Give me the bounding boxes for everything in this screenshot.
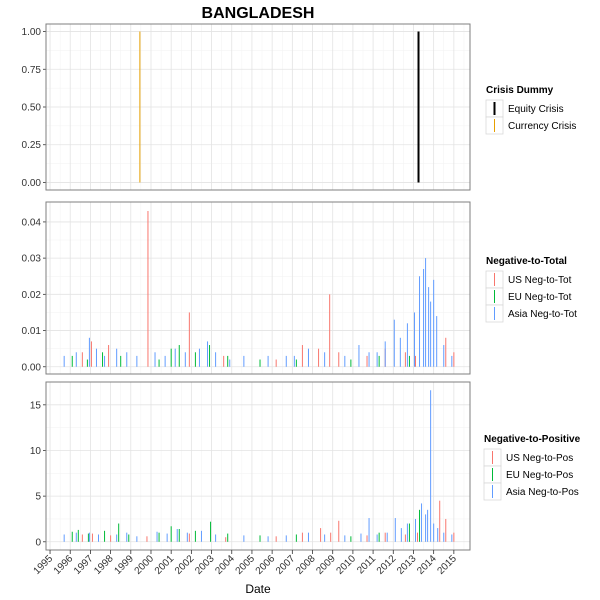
x-tick-label: 2006 — [254, 553, 278, 577]
x-axis: 1995199619971998199920002001200220032004… — [32, 550, 459, 577]
x-tick-label: 2014 — [415, 553, 439, 577]
panel-1: 0.00 0.25 0.50 0.75 1.00 — [22, 23, 471, 191]
x-tick-label: 2008 — [294, 553, 318, 577]
panel-border — [45, 381, 471, 551]
legend-entry: Asia Neg-to-Tot — [508, 309, 577, 320]
panel-background — [46, 382, 470, 550]
x-tick-label: 2011 — [355, 553, 378, 576]
y-tick-label: 0 — [35, 537, 41, 548]
panel-background — [46, 202, 470, 374]
x-tick-label: 1997 — [72, 553, 96, 577]
y-tick-label: 1.00 — [22, 27, 42, 38]
x-tick-label: 1995 — [32, 553, 56, 577]
legend-entry: US Neg-to-Tot — [508, 275, 572, 286]
x-tick-label: 2009 — [314, 553, 338, 577]
chart-legends: Crisis Dummy Equity Crisis Currency Crisis… — [483, 85, 581, 501]
y-tick-label: 5 — [35, 492, 41, 503]
legend-3: Negative-to-Positive US Neg-to-Pos EU Neg-… — [483, 434, 581, 501]
panel-border — [45, 23, 471, 191]
x-tick-label: 1999 — [112, 553, 136, 577]
legend-title: Crisis Dummy — [486, 85, 554, 96]
y-tick-label: 0.04 — [22, 217, 42, 228]
series-1 — [81, 500, 455, 542]
y-tick-label: 0.75 — [22, 65, 42, 76]
x-tick-label: 2003 — [193, 553, 217, 577]
panel-2: 0.00 0.01 0.02 0.03 0.04 — [22, 201, 471, 375]
y-tick-label: 0.03 — [22, 254, 42, 265]
legend-entry: EU Neg-to-Pos — [506, 470, 573, 481]
y-tick-label: 0.25 — [22, 140, 42, 151]
y-tick-label: 15 — [30, 400, 42, 411]
x-tick-label: 2013 — [395, 553, 419, 577]
x-tick-label: 2000 — [133, 553, 157, 577]
legend-entry: EU Neg-to-Tot — [508, 292, 572, 303]
series-3 — [63, 390, 453, 542]
legend-1: Crisis Dummy Equity Crisis Currency Crisis — [485, 85, 576, 135]
x-tick-label: 2001 — [153, 553, 177, 577]
series-2 — [71, 509, 421, 542]
chart-panels: 0.00 0.25 0.50 0.75 1.00 0.00 0.01 0.02 0.03 0.04… — [22, 23, 471, 551]
x-tick-label: 2007 — [274, 553, 298, 577]
x-tick-label: 2005 — [234, 553, 258, 577]
x-tick-label: 1998 — [92, 553, 116, 577]
y-tick-label: 0.00 — [22, 362, 42, 373]
x-tick-label: 2010 — [335, 553, 359, 577]
panel-3: 0 5 10 15 — [30, 381, 471, 551]
y-tick-label: 10 — [30, 446, 42, 457]
legend-entry: Equity Crisis — [508, 104, 564, 115]
y-tick-label: 0.01 — [22, 326, 42, 337]
series-3 — [63, 258, 453, 367]
y-tick-label: 0.50 — [22, 103, 42, 114]
series-2 — [71, 345, 410, 367]
x-tick-label: 2004 — [213, 553, 237, 577]
legend-title: Negative-to-Positive — [484, 434, 581, 445]
chart-title: BANGLADESH — [202, 5, 315, 22]
series-1 — [81, 211, 455, 367]
x-tick-label: 2015 — [435, 553, 459, 577]
x-tick-label: 2002 — [173, 553, 197, 577]
legend-entry: US Neg-to-Pos — [506, 453, 573, 464]
y-tick-label: 0.00 — [22, 178, 42, 189]
legend-2: Negative-to-Total US Neg-to-Tot EU Neg-to-… — [485, 256, 577, 323]
legend-entry: Asia Neg-to-Pos — [506, 487, 579, 498]
y-tick-label: 0.02 — [22, 290, 42, 301]
panel-border — [45, 201, 471, 375]
x-axis-label: Date — [245, 582, 271, 596]
x-tick-label: 1996 — [52, 553, 76, 577]
x-tick-label: 2012 — [375, 553, 399, 577]
legend-entry: Currency Crisis — [508, 121, 576, 132]
legend-title: Negative-to-Total — [486, 256, 567, 267]
